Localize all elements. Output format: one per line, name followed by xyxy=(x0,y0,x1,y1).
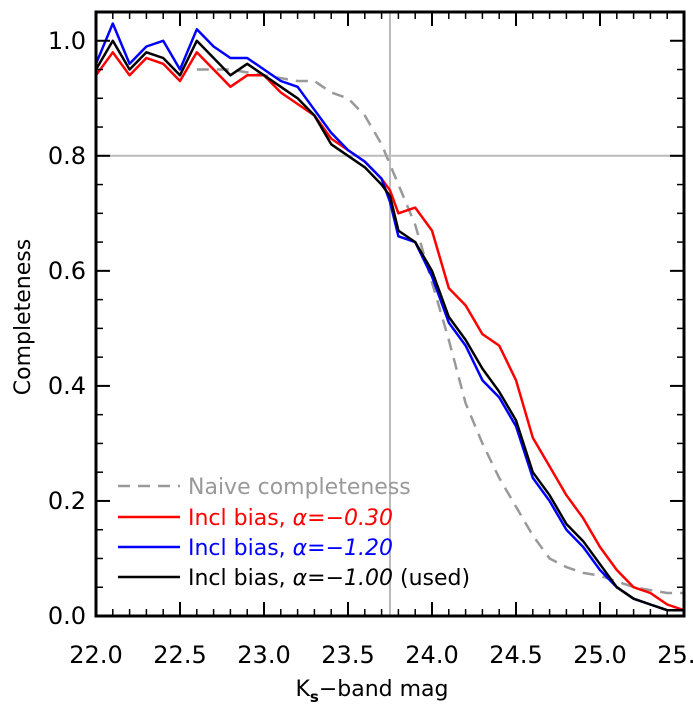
x-axis-title-main: K xyxy=(295,677,310,702)
y-tick-label: 0.2 xyxy=(48,487,86,515)
legend-label-prefix: Naive completeness xyxy=(188,475,411,500)
y-tick-label: 0.8 xyxy=(48,142,86,170)
x-tick-label: 25.0 xyxy=(573,641,626,669)
legend-label-prefix: Incl bias, xyxy=(188,536,293,561)
reference-lines xyxy=(96,12,684,616)
x-tick-label: 23.0 xyxy=(237,641,290,669)
y-tick-label: 0.6 xyxy=(48,257,86,285)
series-line-4 xyxy=(94,39,684,612)
x-axis-title: Ks−band mag xyxy=(295,677,448,704)
x-tick-label: 22.5 xyxy=(153,641,206,669)
legend-alpha-value: α=−1.20 xyxy=(293,536,393,561)
y-tick-label: 0.4 xyxy=(48,372,86,400)
series-line-2 xyxy=(94,51,685,612)
legend-label-3: Incl bias, α=−1.20 xyxy=(188,536,393,561)
x-tick-label: 24.5 xyxy=(489,641,542,669)
legend-label-prefix: Incl bias, xyxy=(188,506,293,531)
legend-label-2: Incl bias, α=−0.30 xyxy=(188,506,393,531)
legend-label-1: Naive completeness xyxy=(188,475,411,500)
axis-ticks xyxy=(95,12,685,617)
x-tick-label: 22.0 xyxy=(69,641,122,669)
x-tick-label: 23.5 xyxy=(321,641,374,669)
series-layer xyxy=(94,22,685,612)
y-axis-title: Completeness xyxy=(11,239,36,395)
x-tick-label: 25.5 xyxy=(657,641,693,669)
plot-frame xyxy=(94,10,686,618)
series-line-3 xyxy=(94,22,684,612)
y-tick-label: 0.0 xyxy=(48,602,86,630)
legend-label-suffix: (used) xyxy=(393,566,470,591)
series-line-1 xyxy=(196,68,684,595)
y-tick-label: 1.0 xyxy=(48,27,86,55)
axis-tick-labels: 22.0 22.5 23.0 23.5 24.0 24.5 25.0 25.5 0.0 0.2 0.… xyxy=(48,27,693,669)
legend-label-prefix: Incl bias, xyxy=(188,566,293,591)
x-tick-label: 24.0 xyxy=(405,641,458,669)
legend-label-4: Incl bias, α=−1.00 (used) xyxy=(188,566,470,591)
legend-alpha-value: α=−0.30 xyxy=(293,506,393,531)
x-axis-title-subscript: s xyxy=(310,688,319,704)
legend-alpha-value: α=−1.00 xyxy=(293,566,393,591)
x-axis-title-suffix: −band mag xyxy=(319,677,449,702)
